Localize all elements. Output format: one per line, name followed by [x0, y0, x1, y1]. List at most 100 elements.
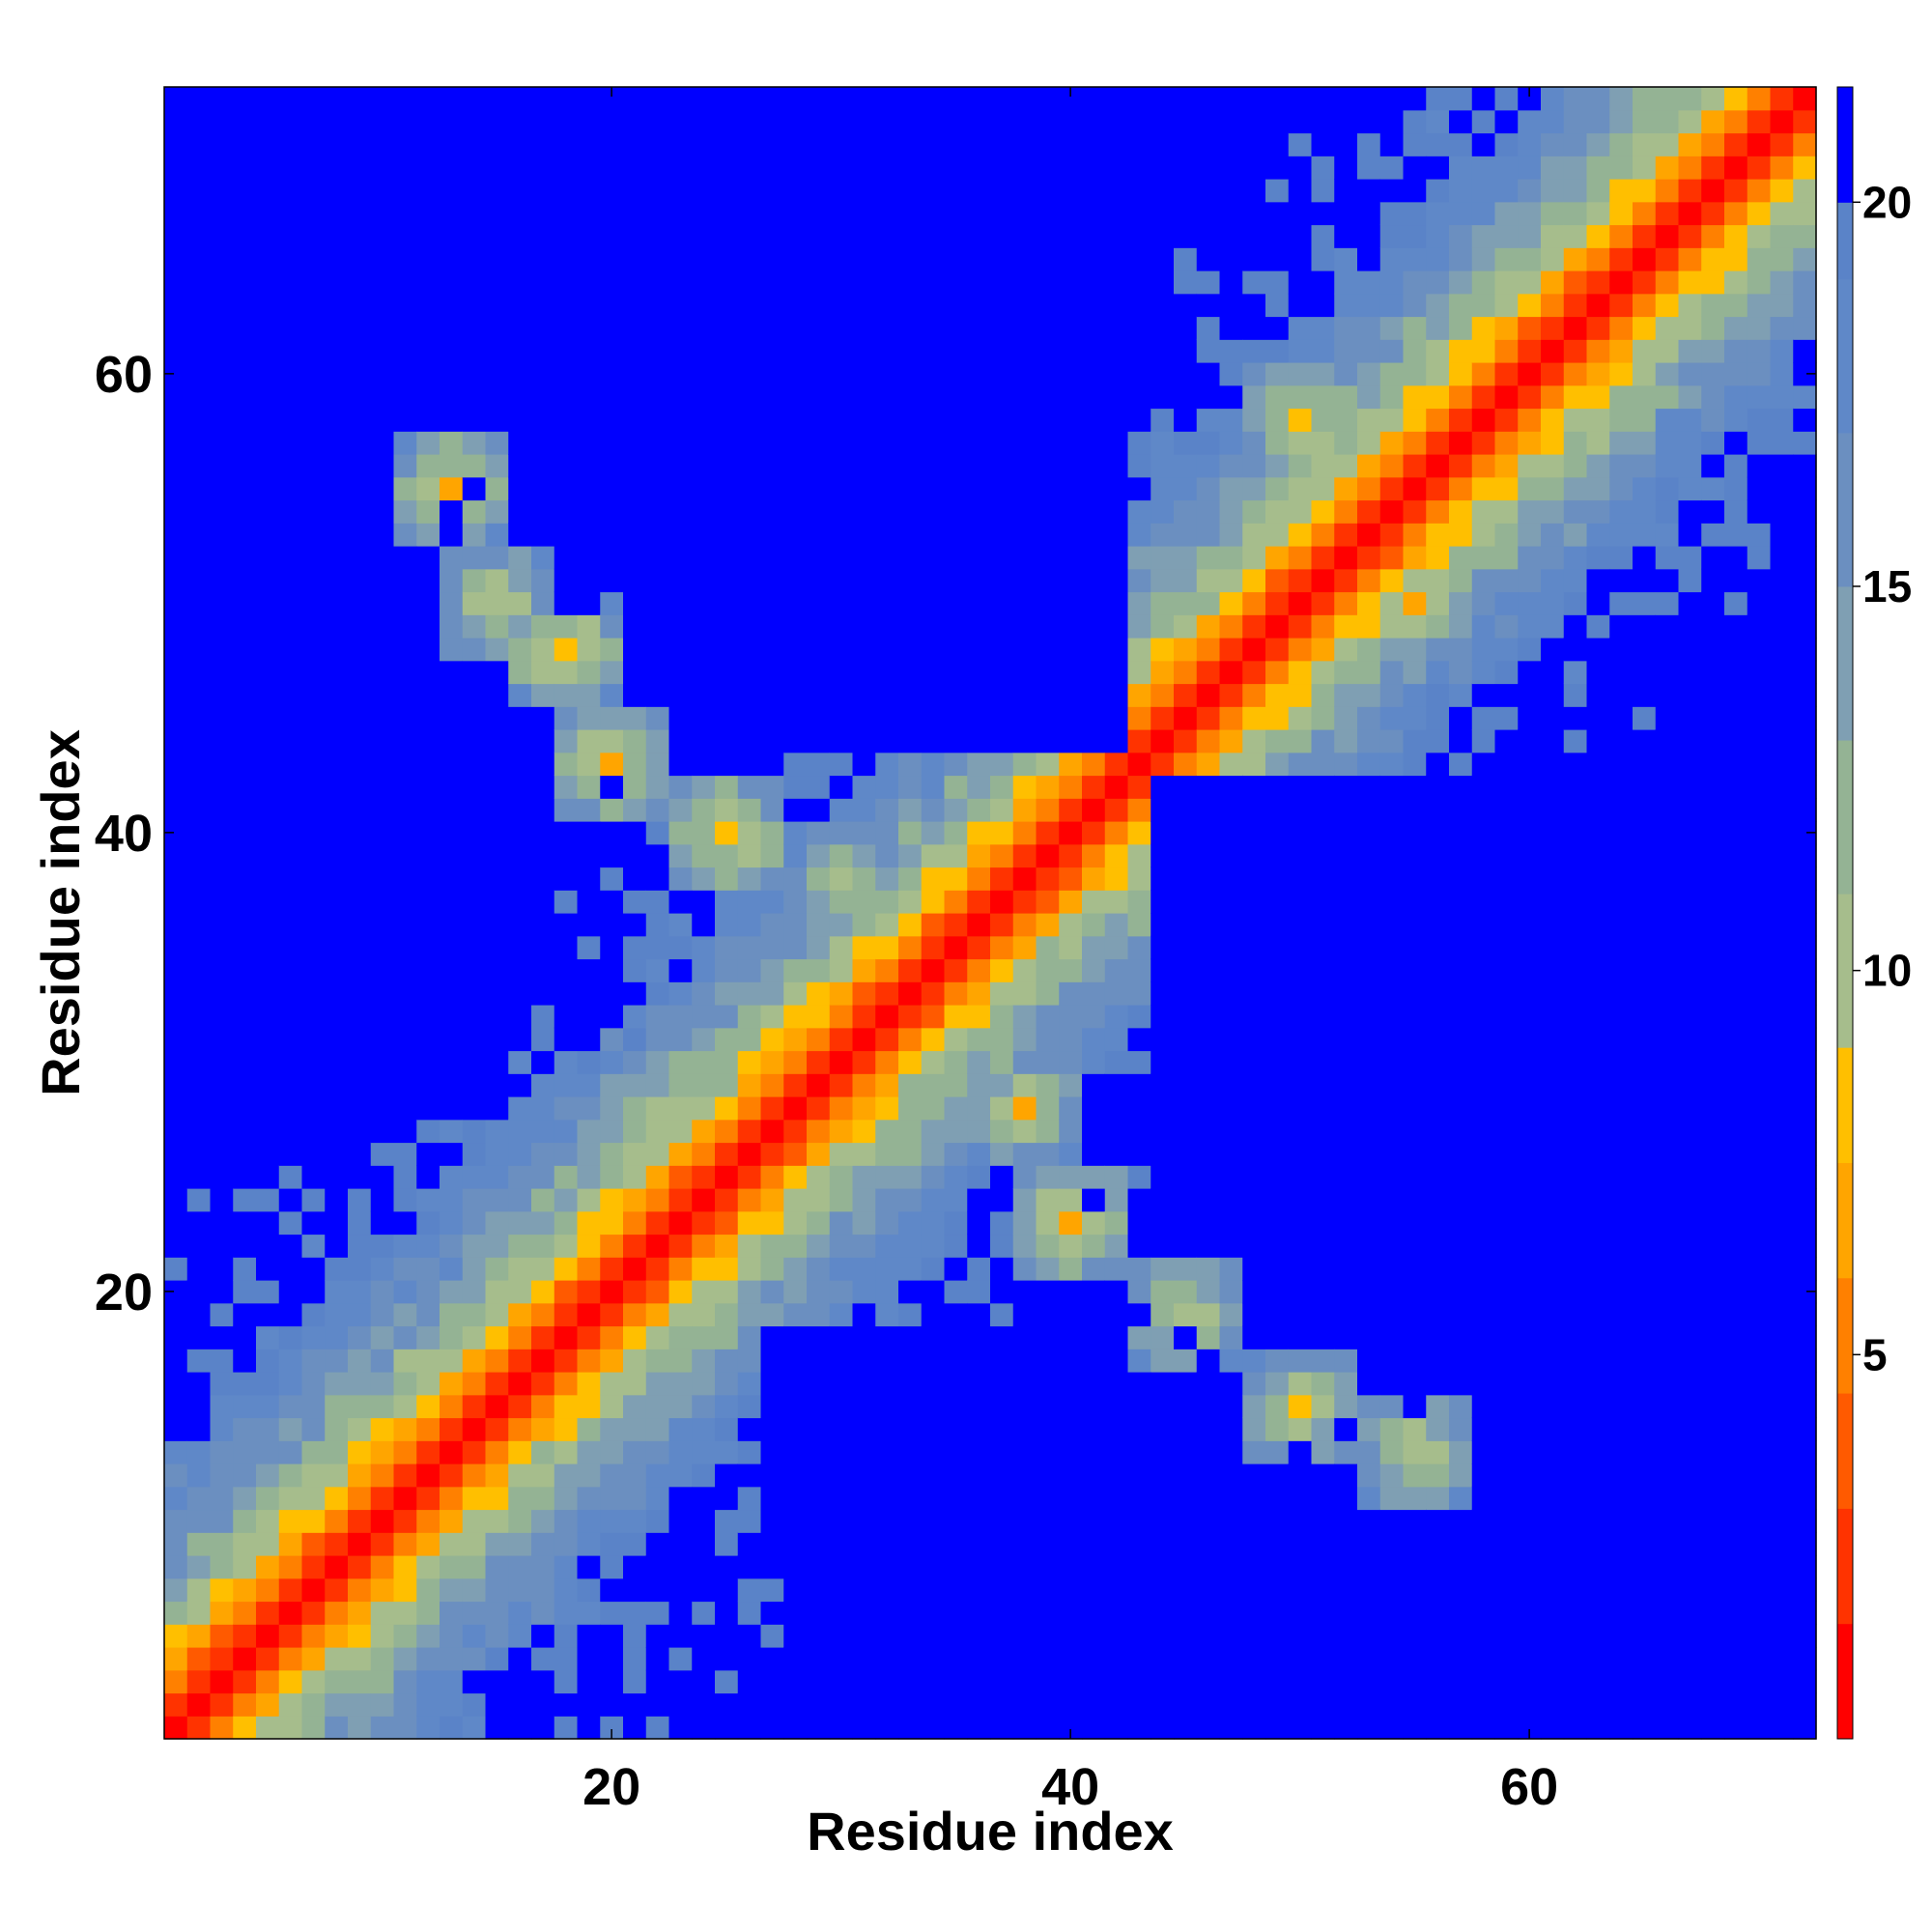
heatmap-cell	[737, 1394, 762, 1419]
heatmap-cell	[1494, 591, 1519, 615]
heatmap-cell	[668, 798, 693, 822]
heatmap-cell	[1379, 890, 1405, 914]
heatmap-cell	[921, 1325, 946, 1350]
heatmap-cell	[416, 247, 440, 271]
heatmap-cell	[1609, 913, 1634, 937]
heatmap-cell	[990, 591, 1014, 615]
heatmap-cell	[1219, 293, 1243, 318]
heatmap-cell	[1724, 201, 1748, 226]
heatmap-cell	[348, 1372, 372, 1396]
heatmap-cell	[737, 568, 762, 593]
heatmap-cell	[990, 1325, 1014, 1350]
heatmap-cell	[623, 87, 647, 111]
heatmap-cell	[1127, 821, 1151, 845]
heatmap-cell	[1012, 408, 1037, 432]
heatmap-cell	[1426, 981, 1450, 1006]
heatmap-cell	[440, 1601, 464, 1625]
heatmap-cell	[1563, 1096, 1588, 1121]
heatmap-cell	[990, 1647, 1014, 1671]
heatmap-cell	[967, 431, 991, 455]
heatmap-cell	[1494, 1716, 1519, 1740]
heatmap-cell	[1104, 431, 1129, 455]
heatmap-cell	[1678, 247, 1702, 271]
heatmap-cell	[852, 270, 876, 295]
heatmap-cell	[577, 362, 601, 386]
heatmap-cell	[1127, 890, 1151, 914]
heatmap-cell	[1104, 958, 1129, 982]
heatmap-cell	[325, 1417, 349, 1441]
heatmap-cell	[1471, 1005, 1496, 1029]
heatmap-cell	[440, 476, 464, 501]
heatmap-cell	[829, 1716, 854, 1740]
heatmap-cell	[921, 1372, 946, 1396]
heatmap-cell	[1311, 638, 1335, 662]
heatmap-cell	[554, 1142, 579, 1166]
heatmap-cell	[1196, 1280, 1221, 1304]
heatmap-cell	[301, 224, 326, 248]
heatmap-cell	[783, 1669, 808, 1694]
heatmap-cell	[1518, 1005, 1542, 1029]
heatmap-cell	[783, 1234, 808, 1258]
heatmap-cell	[370, 1302, 395, 1327]
heatmap-cell	[1471, 384, 1496, 410]
heatmap-cell	[1633, 87, 1657, 111]
heatmap-cell	[668, 935, 693, 960]
heatmap-cell	[1701, 132, 1725, 156]
heatmap-cell	[668, 890, 693, 914]
heatmap-cell	[233, 913, 257, 937]
heatmap-cell	[1426, 1624, 1450, 1648]
heatmap-cell	[1609, 660, 1634, 685]
heatmap-cell	[852, 1555, 876, 1579]
heatmap-cell	[1334, 201, 1358, 226]
heatmap-cell	[1219, 1372, 1243, 1396]
heatmap-cell	[531, 867, 555, 891]
heatmap-cell	[186, 132, 212, 156]
heatmap-cell	[1586, 1096, 1610, 1121]
heatmap-cell	[1518, 867, 1542, 891]
heatmap-cell	[1219, 867, 1243, 891]
heatmap-cell	[645, 1692, 670, 1717]
heatmap-cell	[829, 821, 854, 845]
heatmap-cell	[1379, 568, 1405, 593]
heatmap-cell	[186, 1210, 212, 1236]
heatmap-cell	[1174, 339, 1198, 363]
heatmap-cell	[692, 270, 716, 295]
heatmap-cell	[1541, 683, 1565, 707]
heatmap-cell	[278, 1692, 303, 1717]
heatmap-cell	[370, 224, 395, 248]
heatmap-cell	[301, 1119, 326, 1144]
heatmap-cell	[393, 1142, 417, 1166]
heatmap-cell	[807, 1417, 831, 1441]
heatmap-cell	[1357, 1005, 1381, 1029]
heatmap-cell	[1426, 1532, 1450, 1556]
heatmap-cell	[1655, 1509, 1680, 1533]
heatmap-cell	[875, 1624, 899, 1648]
heatmap-cell	[1426, 1050, 1450, 1074]
heatmap-cell	[186, 568, 212, 593]
heatmap-cell	[875, 1577, 899, 1603]
heatmap-cell	[1127, 1417, 1151, 1441]
heatmap-cell	[164, 614, 188, 639]
heatmap-cell	[1471, 1050, 1496, 1074]
heatmap-cell	[531, 109, 555, 134]
heatmap-cell	[1219, 683, 1243, 707]
heatmap-cell	[186, 591, 212, 615]
heatmap-cell	[416, 546, 440, 570]
heatmap-cell	[370, 1325, 395, 1350]
heatmap-cell	[278, 87, 303, 111]
heatmap-cell	[1701, 614, 1725, 639]
heatmap-cell	[1403, 958, 1427, 982]
heatmap-cell	[1563, 316, 1588, 340]
heatmap-cell	[1518, 179, 1542, 203]
heatmap-cell	[760, 546, 784, 570]
heatmap-cell	[508, 706, 532, 730]
heatmap-cell	[1541, 1257, 1565, 1281]
heatmap-cell	[1379, 1257, 1405, 1281]
heatmap-cell	[416, 316, 440, 340]
heatmap-cell	[1563, 1601, 1588, 1625]
heatmap-cell	[1563, 499, 1588, 524]
heatmap-cell	[807, 156, 831, 180]
heatmap-cell	[1082, 224, 1106, 248]
heatmap-cell	[1633, 546, 1657, 570]
heatmap-cell	[1196, 1142, 1221, 1166]
